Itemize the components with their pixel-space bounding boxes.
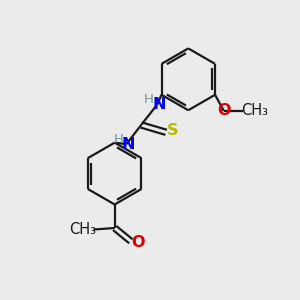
Text: N: N (153, 97, 166, 112)
Text: H: H (113, 133, 123, 146)
Text: H: H (144, 93, 154, 106)
Text: S: S (167, 123, 178, 138)
Text: CH₃: CH₃ (241, 103, 268, 118)
Text: CH₃: CH₃ (69, 222, 96, 237)
Text: O: O (131, 235, 145, 250)
Text: O: O (217, 103, 231, 118)
Text: N: N (122, 136, 135, 152)
